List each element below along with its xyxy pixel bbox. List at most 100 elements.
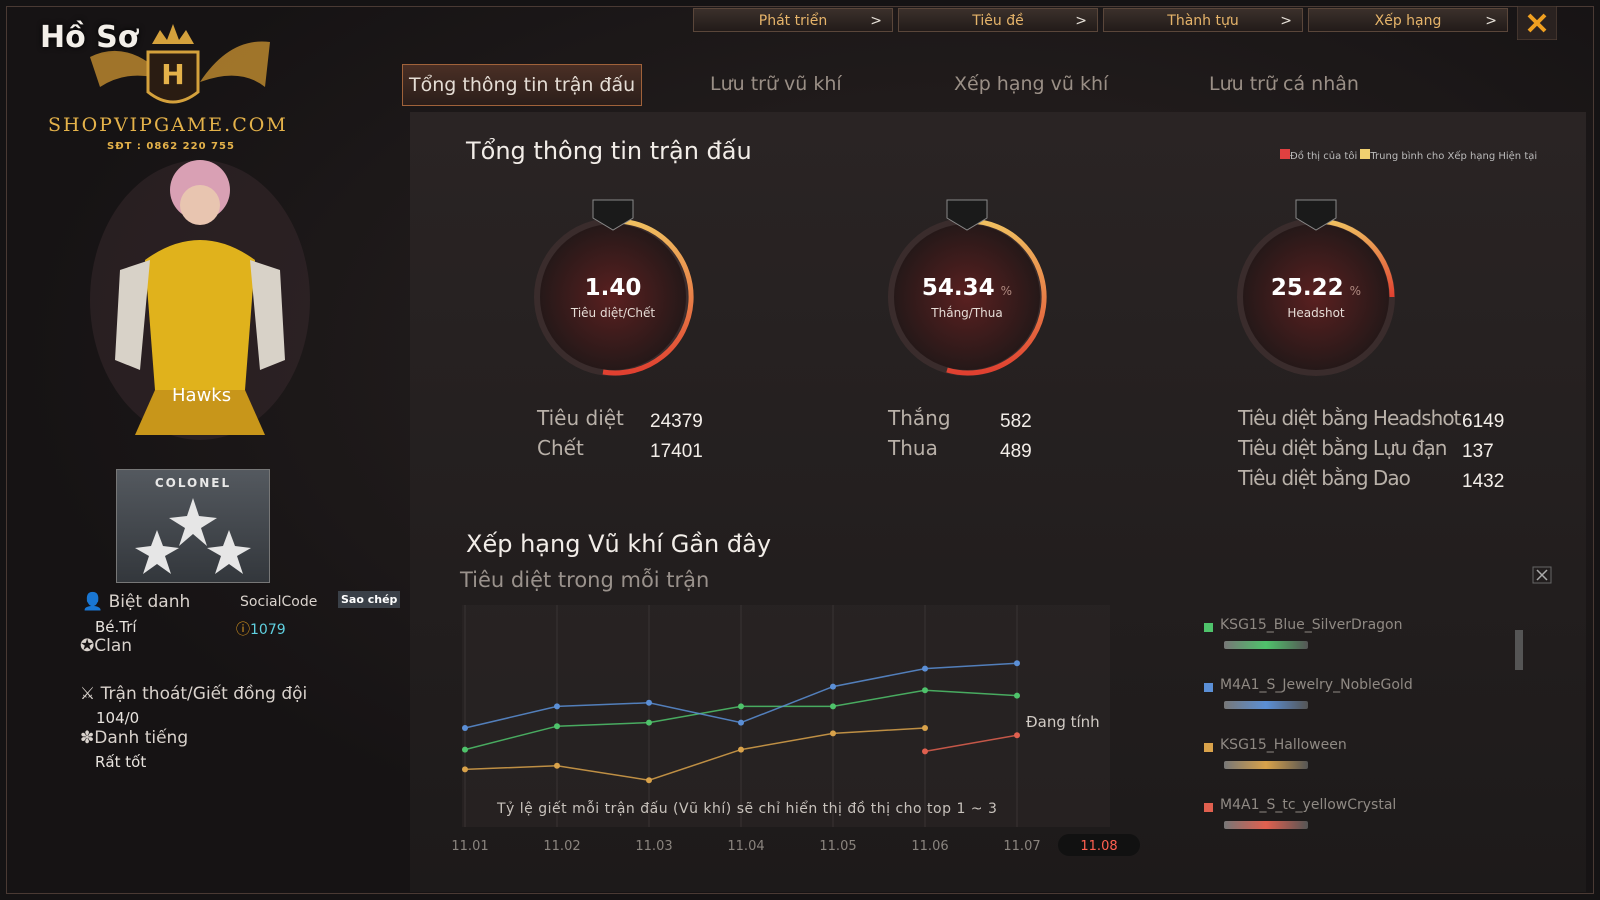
weapon-name: M4A1_S_Jewelry_NobleGold <box>1220 677 1413 693</box>
series-point <box>830 703 836 710</box>
x-tick-label: 11.04 <box>727 839 764 854</box>
weapon-image <box>1224 641 1308 649</box>
x-tick-label: 11.08 <box>1080 839 1117 854</box>
gauge-value: 1.40 <box>585 275 642 301</box>
weapon-name: KSG15_Blue_SilverDragon <box>1220 617 1403 633</box>
close-list-button[interactable] <box>1532 566 1552 584</box>
series-point <box>462 766 468 773</box>
tab[interactable]: Lưu trữ cá nhân <box>1209 73 1359 95</box>
weapon-item: KSG15_Blue_SilverDragon <box>1200 615 1500 675</box>
reputation-label-text: Danh tiếng <box>94 728 189 748</box>
weapon-color <box>1204 743 1213 752</box>
desertion-label-text: Trận thoát/Giết đồng đội <box>100 684 308 704</box>
series-point <box>738 703 744 710</box>
clan-label-text: Clan <box>94 636 133 656</box>
summary-title: Tổng thông tin trận đấu <box>466 137 752 165</box>
nav-button[interactable]: Thành tựu <box>1103 8 1303 33</box>
nav-button[interactable]: Phát triển <box>693 8 893 33</box>
series-point <box>646 777 652 784</box>
legend: Đồ thị của tôi Trung bình cho Xếp hạng H… <box>1280 149 1540 163</box>
stat-value: 6149 <box>1462 411 1505 432</box>
legend-item: Trung bình cho Xếp hạng Hiện tại <box>1370 151 1538 162</box>
social-code-label: SocialCode <box>240 594 318 610</box>
gauge-value-number: 1.40 <box>585 275 642 301</box>
weapon-image <box>1224 821 1308 829</box>
stat-value: 137 <box>1462 441 1494 462</box>
scrollbar[interactable] <box>1515 630 1523 670</box>
gauge: 54.34 % Thắng/Thua <box>888 199 1047 376</box>
tab[interactable]: Tổng thông tin trận đấu <box>402 64 643 106</box>
tab[interactable]: Xếp hạng vũ khí <box>954 73 1109 95</box>
series-point <box>738 719 744 726</box>
series-point <box>646 699 652 706</box>
desertion-label: ⚔ Trận thoát/Giết đồng đội <box>80 684 308 704</box>
watermark-phone: SĐT : 0862 220 755 <box>107 141 235 152</box>
x-tick-label: 11.01 <box>451 839 488 854</box>
series-point <box>646 719 652 726</box>
weapon-item: M4A1_S_tc_yellowCrystal <box>1200 795 1500 855</box>
gauge: 1.40 Tiêu diệt/Chết <box>534 199 694 376</box>
weapon-image <box>1224 701 1308 709</box>
rank-stars <box>135 498 251 574</box>
character-portrait <box>90 160 310 440</box>
clan-label: ✪Clan <box>80 636 133 656</box>
stat-value: 1432 <box>1462 471 1505 492</box>
copy-button[interactable]: Sao chép <box>338 591 401 608</box>
gauge-value-number: 25.22 <box>1271 275 1344 301</box>
stat-value: 489 <box>1000 441 1032 462</box>
x-tick-label: 11.02 <box>543 839 580 854</box>
series-point <box>462 725 468 731</box>
page-title: Hồ Sơ <box>40 20 139 55</box>
series-point <box>1014 660 1020 667</box>
nickname-label-text: Biệt danh <box>108 592 191 612</box>
stat-value: 582 <box>1000 411 1032 432</box>
x-tick-label: 11.05 <box>819 839 856 854</box>
gauges: 1.40 Tiêu diệt/Chết 54.34 % Thắng/Thua 25.2… <box>534 199 1395 376</box>
desertion: 104/0 <box>96 709 140 727</box>
gauge-value: 54.34% <box>922 275 1012 301</box>
stat-label: Thua <box>888 436 938 460</box>
nav-button[interactable]: Xếp hạng <box>1308 8 1508 33</box>
gauge-label: Headshot <box>1287 306 1345 320</box>
chart-status: Đang tính <box>1026 713 1100 731</box>
weapon-ranking-title: Xếp hạng Vũ khí Gần đây <box>466 530 772 558</box>
weapon-color <box>1204 623 1213 632</box>
gauge-unit: % <box>1350 284 1361 298</box>
series-line <box>924 734 1018 753</box>
rank-name: COLONEL <box>154 476 232 490</box>
x-tick-label: 11.06 <box>911 839 948 854</box>
current-category-highlight <box>1058 834 1140 856</box>
gauge-label: Tiêu diệt/Chết <box>570 306 656 320</box>
stat-label: Tiêu diệt bằng Headshot <box>1238 406 1461 430</box>
series-point <box>738 746 744 753</box>
weapon-ranking-subtitle: Tiêu diệt trong mỗi trận <box>460 568 710 592</box>
series-point <box>922 665 928 672</box>
svg-text:H: H <box>161 58 184 91</box>
stats: Tiêu diệt 24379 Chết 17401 Thắng 582 Thua 489 Ti… <box>410 390 1586 510</box>
series-point <box>830 730 836 737</box>
weapon-name: M4A1_S_tc_yellowCrystal <box>1220 797 1397 813</box>
watermark-brand: SHOPVIPGAME.COM <box>48 114 288 136</box>
plot-area <box>462 605 1110 827</box>
rank-badge: COLONEL <box>116 469 270 583</box>
series-point <box>554 703 560 710</box>
stat-label: Tiêu diệt bằng Dao <box>1238 466 1411 490</box>
series-point <box>922 687 928 694</box>
weapon-item: KSG15_Halloween <box>1200 735 1500 795</box>
weapon-color <box>1204 803 1213 812</box>
stat-value: 17401 <box>650 441 703 462</box>
tab[interactable]: Lưu trữ vũ khí <box>710 73 842 95</box>
logo: H <box>90 24 270 104</box>
nickname-label: 👤 Biệt danh <box>82 592 191 612</box>
legend-item: Đồ thị của tôi <box>1290 151 1358 162</box>
stat-label: Thắng <box>888 406 951 430</box>
stat-label: Tiêu diệt bằng Lựu đạn <box>1238 436 1447 460</box>
series-point <box>554 762 560 769</box>
nickname: Bé.Trí <box>95 618 137 636</box>
close-button[interactable] <box>1517 6 1557 40</box>
gauge-value: 25.22% <box>1271 275 1361 301</box>
nav-button[interactable]: Tiêu đề <box>898 8 1098 33</box>
social-code-value: 1079 <box>250 622 286 638</box>
series-point <box>922 748 928 755</box>
weapon-color <box>1204 683 1213 692</box>
